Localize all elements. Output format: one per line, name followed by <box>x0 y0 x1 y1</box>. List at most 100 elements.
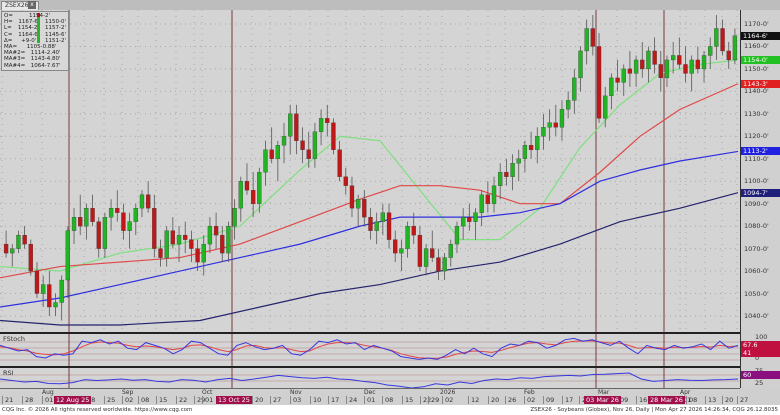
rsi-tag: 60 <box>741 371 780 379</box>
day-label: 08 <box>382 396 393 404</box>
stoch-tag: 41 <box>741 349 780 357</box>
day-label: 22 <box>176 396 187 404</box>
day-label: 15 <box>156 396 167 404</box>
price-tick: 1050-0' <box>744 289 769 298</box>
time-axis[interactable]: AugSepOctNovDec2026FebMarApr212801182502… <box>0 388 748 405</box>
legend-v: 1164-6' <box>18 31 40 38</box>
legend-row: MA#3= 1143-4.80' <box>4 56 66 62</box>
day-label: 13 <box>705 396 716 404</box>
date-marker-label[interactable]: 03 Mar 26 <box>584 396 621 404</box>
price-tick: 1150-0' <box>744 64 769 73</box>
price-tick: 1110-0' <box>744 154 769 163</box>
legend-k: MA#4= <box>4 62 26 69</box>
day-label: 02 <box>524 396 535 404</box>
price-tag: 1113-2' <box>741 147 780 156</box>
month-label: Dec <box>364 389 376 396</box>
stoch-tick: 100 <box>755 333 768 341</box>
month-label: Mar <box>598 389 610 396</box>
legend-row: Δ= +9-0' 1151-2' <box>4 38 66 44</box>
legend-v: 1064-7.67' <box>30 62 61 69</box>
rsi-chart <box>0 368 740 390</box>
legend-v: 1143-4.80' <box>30 56 61 63</box>
day-label: 27 <box>737 396 748 404</box>
date-marker-label[interactable]: 13 Oct 25 <box>216 396 252 404</box>
price-tick: 1070-0' <box>744 244 769 253</box>
close-tab-icon[interactable]: x <box>28 1 36 9</box>
month-label: Apr <box>680 389 691 396</box>
legend-k: C= <box>4 31 13 38</box>
date-marker-label[interactable]: 12 Aug 25 <box>54 396 92 404</box>
price-tick: 1130-0' <box>744 109 769 118</box>
day-label: 15 <box>402 396 413 404</box>
price-tag: 1143-3' <box>741 79 780 88</box>
day-label: 01 <box>42 396 53 404</box>
legend-v: 1167-6' <box>18 19 40 26</box>
day-label: 20 <box>488 396 499 404</box>
range-bar-top-icon <box>37 13 40 17</box>
legend-v2: 1157-2' <box>45 25 66 32</box>
day-label: 09 <box>543 396 554 404</box>
legend-v2: 1150-0' <box>45 19 66 26</box>
legend-row: MA= 1105-0.88' <box>4 44 66 50</box>
month-label: Aug <box>42 389 54 396</box>
stochastic-panel[interactable]: FStoch <box>0 332 740 368</box>
date-marker-label[interactable]: 28 Mar 26 <box>648 396 685 404</box>
price-tick: 1100-0' <box>744 177 769 186</box>
price-tick: 1160-0' <box>744 42 769 51</box>
range-bar-icon <box>37 13 40 43</box>
day-label: 12 <box>468 396 479 404</box>
legend-k: O= <box>4 13 13 19</box>
price-chart-panel[interactable] <box>0 10 740 332</box>
stoch-tick: 0 <box>755 354 760 362</box>
month-label: Oct <box>202 389 213 396</box>
month-label: Feb <box>524 389 535 396</box>
price-tick: 1170-0' <box>744 20 769 28</box>
day-label: 27 <box>270 396 281 404</box>
day-label: 10 <box>310 396 321 404</box>
day-label: 03 <box>290 396 301 404</box>
legend-row: L= 1154-2' 1157-2' <box>4 25 66 31</box>
legend-k: MA= <box>4 44 18 51</box>
price-tag: 1154-0' <box>741 55 780 64</box>
legend-k: L= <box>4 25 12 32</box>
day-label: 21 <box>2 396 13 404</box>
stoch-axis: 100 0 67.6 41 <box>740 332 780 366</box>
rsi-axis: 752560 <box>740 366 780 388</box>
price-tick: 1060-0' <box>744 267 769 276</box>
price-tick: 1120-0' <box>744 132 769 141</box>
legend-row: MA#2= 1114-2.40' <box>4 50 66 56</box>
candlestick-chart <box>0 10 740 332</box>
price-tick: 1040-0' <box>744 311 769 320</box>
chart-info-text: ZSEX26 - Soybeans (Globex), Nov 26, Dail… <box>530 407 778 413</box>
price-tick: 1140-0' <box>744 87 769 96</box>
legend-row: MA#4= 1064-7.67' <box>4 63 66 69</box>
legend-row: C= 1164-6' 1145-6' <box>4 32 66 38</box>
price-tag: 1164-6' <box>741 31 780 40</box>
day-label: 20 <box>252 396 263 404</box>
stochastic-chart <box>0 334 740 368</box>
day-label: 29 <box>194 396 205 404</box>
copyright-text: CQG Inc. © 2026 All rights reserved worl… <box>2 407 193 413</box>
legend-k: Δ= <box>4 37 13 44</box>
rsi-label: RSI <box>3 369 14 377</box>
day-label: 25 <box>104 396 115 404</box>
legend-row: H= 1167-6' 1150-0' <box>4 19 66 25</box>
day-label: 02 <box>122 396 133 404</box>
month-label: Sep <box>122 389 134 396</box>
legend-v: 1154-2' <box>17 25 39 32</box>
price-tick: 1090-0' <box>744 199 769 208</box>
day-label: 02 <box>442 396 453 404</box>
rsi-panel[interactable]: RSI <box>0 366 740 390</box>
day-label: 26 <box>505 396 516 404</box>
day-label: 22 <box>420 396 431 404</box>
legend-v2: 1151-2' <box>44 37 66 44</box>
day-label: 17 <box>562 396 573 404</box>
price-axis[interactable]: 1170-0' 1160-0' 1150-0' 1140-0' 1130-0' 1120-… <box>740 10 780 332</box>
legend-v2: 1145-6' <box>44 31 66 38</box>
day-label: 08 <box>686 396 697 404</box>
legend-k: MA#2= <box>4 50 26 57</box>
legend-v: 1114-2.40' <box>30 50 61 57</box>
day-label: 08 <box>138 396 149 404</box>
legend-v: 1105-0.88' <box>26 44 57 51</box>
